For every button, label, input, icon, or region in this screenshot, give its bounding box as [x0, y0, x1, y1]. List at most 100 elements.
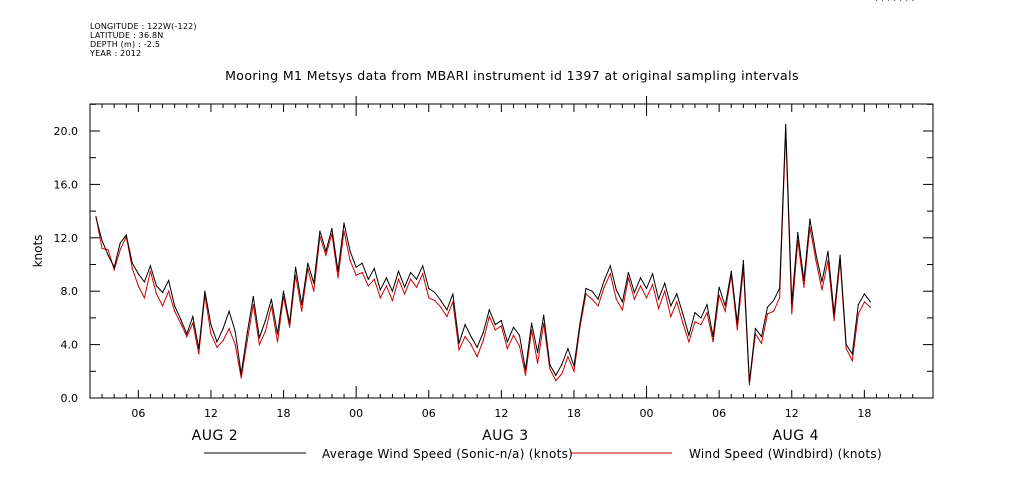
- windbird-point: [531, 329, 533, 331]
- average-sonic-point: [518, 334, 521, 336]
- y-axis-label: knots: [31, 235, 45, 268]
- series-windbird: [95, 0, 914, 386]
- windbird-point: [718, 294, 720, 296]
- average-sonic-point: [736, 322, 738, 324]
- year-text: YEAR : 2012: [90, 49, 142, 58]
- windbird-point: [107, 249, 109, 251]
- average-sonic-point: [652, 273, 654, 275]
- windbird-point: [458, 349, 460, 351]
- average-sonic-point: [506, 341, 508, 343]
- average-sonic-point: [700, 317, 702, 319]
- average-sonic-point: [428, 287, 430, 290]
- average-sonic-point: [143, 281, 145, 283]
- windbird-point: [488, 316, 490, 318]
- windbird-point: [404, 293, 406, 295]
- average-sonic-point: [373, 267, 375, 270]
- average-sonic-point: [125, 234, 127, 236]
- windbird-point: [379, 297, 381, 299]
- average-sonic-point: [95, 217, 97, 219]
- average-sonic-point: [658, 298, 660, 300]
- y-tick-label: 20.0: [54, 125, 79, 138]
- x-tick-label: 00: [640, 407, 654, 420]
- x-tick-label: 00: [349, 407, 363, 420]
- average-sonic-point: [186, 333, 188, 335]
- windbird-point: [591, 298, 593, 300]
- average-sonic-point: [833, 313, 835, 315]
- average-sonic-point: [234, 330, 236, 332]
- average-sonic-point: [452, 293, 454, 295]
- windbird-point: [162, 305, 164, 307]
- windbird-point: [543, 322, 545, 324]
- average-sonic-point: [494, 324, 496, 326]
- latitude-text: LATITUDE : 36.8N: [90, 31, 164, 40]
- windbird-point: [537, 362, 539, 364]
- average-sonic-point: [803, 279, 805, 282]
- average-sonic-point: [228, 310, 230, 312]
- average-sonic-point: [742, 259, 745, 262]
- windbird-point: [434, 299, 436, 302]
- y-tick-label: 16.0: [54, 178, 79, 191]
- average-sonic-point: [567, 348, 569, 350]
- windbird-point: [670, 316, 672, 318]
- average-sonic-point: [779, 287, 781, 290]
- x-tick-label: 18: [567, 407, 581, 420]
- windbird-point: [609, 273, 611, 275]
- average-sonic-point: [174, 305, 176, 307]
- windbird-point: [567, 356, 569, 358]
- average-sonic-point: [912, 0, 914, 1]
- average-sonic-point: [470, 336, 472, 338]
- windbird-point: [258, 344, 260, 346]
- average-sonic-point: [724, 305, 726, 307]
- windbird-point: [295, 274, 297, 276]
- windbird-point: [827, 259, 829, 262]
- average-sonic-point: [391, 290, 393, 292]
- y-tick-label: 0.0: [61, 392, 79, 405]
- windbird-point: [440, 306, 442, 308]
- average-sonic-point: [500, 320, 502, 322]
- average-sonic-point: [766, 306, 769, 308]
- windbird-point: [603, 286, 605, 288]
- windbird-point: [597, 305, 599, 307]
- average-sonic-point: [827, 250, 829, 252]
- average-sonic-point: [676, 293, 678, 295]
- average-sonic-point: [718, 286, 720, 288]
- average-sonic-point: [240, 373, 242, 375]
- average-sonic-point: [815, 253, 817, 255]
- average-sonic-point: [524, 369, 527, 371]
- average-sonic-point: [785, 123, 787, 125]
- windbird-point: [845, 348, 847, 350]
- x-tick-label: 06: [712, 407, 726, 420]
- x-day-label: AUG 4: [772, 428, 819, 444]
- windbird-point: [712, 341, 714, 343]
- average-sonic-point: [440, 299, 442, 302]
- average-sonic-point: [603, 279, 605, 282]
- chart-title: Mooring M1 Metsys data from MBARI instru…: [225, 68, 799, 83]
- windbird-point: [289, 326, 291, 328]
- windbird-point: [416, 286, 418, 288]
- windbird-point: [252, 304, 254, 306]
- average-sonic-point: [797, 231, 799, 234]
- windbird-point: [301, 310, 303, 312]
- windbird-point: [313, 290, 315, 292]
- average-sonic-point: [416, 278, 418, 280]
- windbird-point: [240, 377, 242, 379]
- windbird-point: [803, 286, 805, 288]
- average-sonic-point: [639, 277, 642, 279]
- average-sonic-point: [821, 281, 823, 283]
- windbird-point: [198, 353, 200, 355]
- y-tick-label: 12.0: [54, 232, 79, 245]
- windbird-point: [863, 301, 866, 303]
- average-sonic-point: [670, 305, 672, 307]
- windbird-point: [857, 313, 859, 315]
- average-sonic-point: [645, 287, 648, 290]
- average-sonic-point: [404, 286, 406, 288]
- average-sonic-point: [434, 291, 436, 294]
- average-sonic-point: [615, 289, 617, 291]
- windbird-point: [736, 329, 738, 331]
- average-sonic-point: [531, 322, 533, 324]
- average-sonic-point: [149, 265, 151, 267]
- average-sonic-point: [627, 271, 630, 274]
- windbird-point: [355, 274, 357, 276]
- average-sonic-point: [900, 0, 902, 1]
- average-sonic-point: [204, 290, 206, 292]
